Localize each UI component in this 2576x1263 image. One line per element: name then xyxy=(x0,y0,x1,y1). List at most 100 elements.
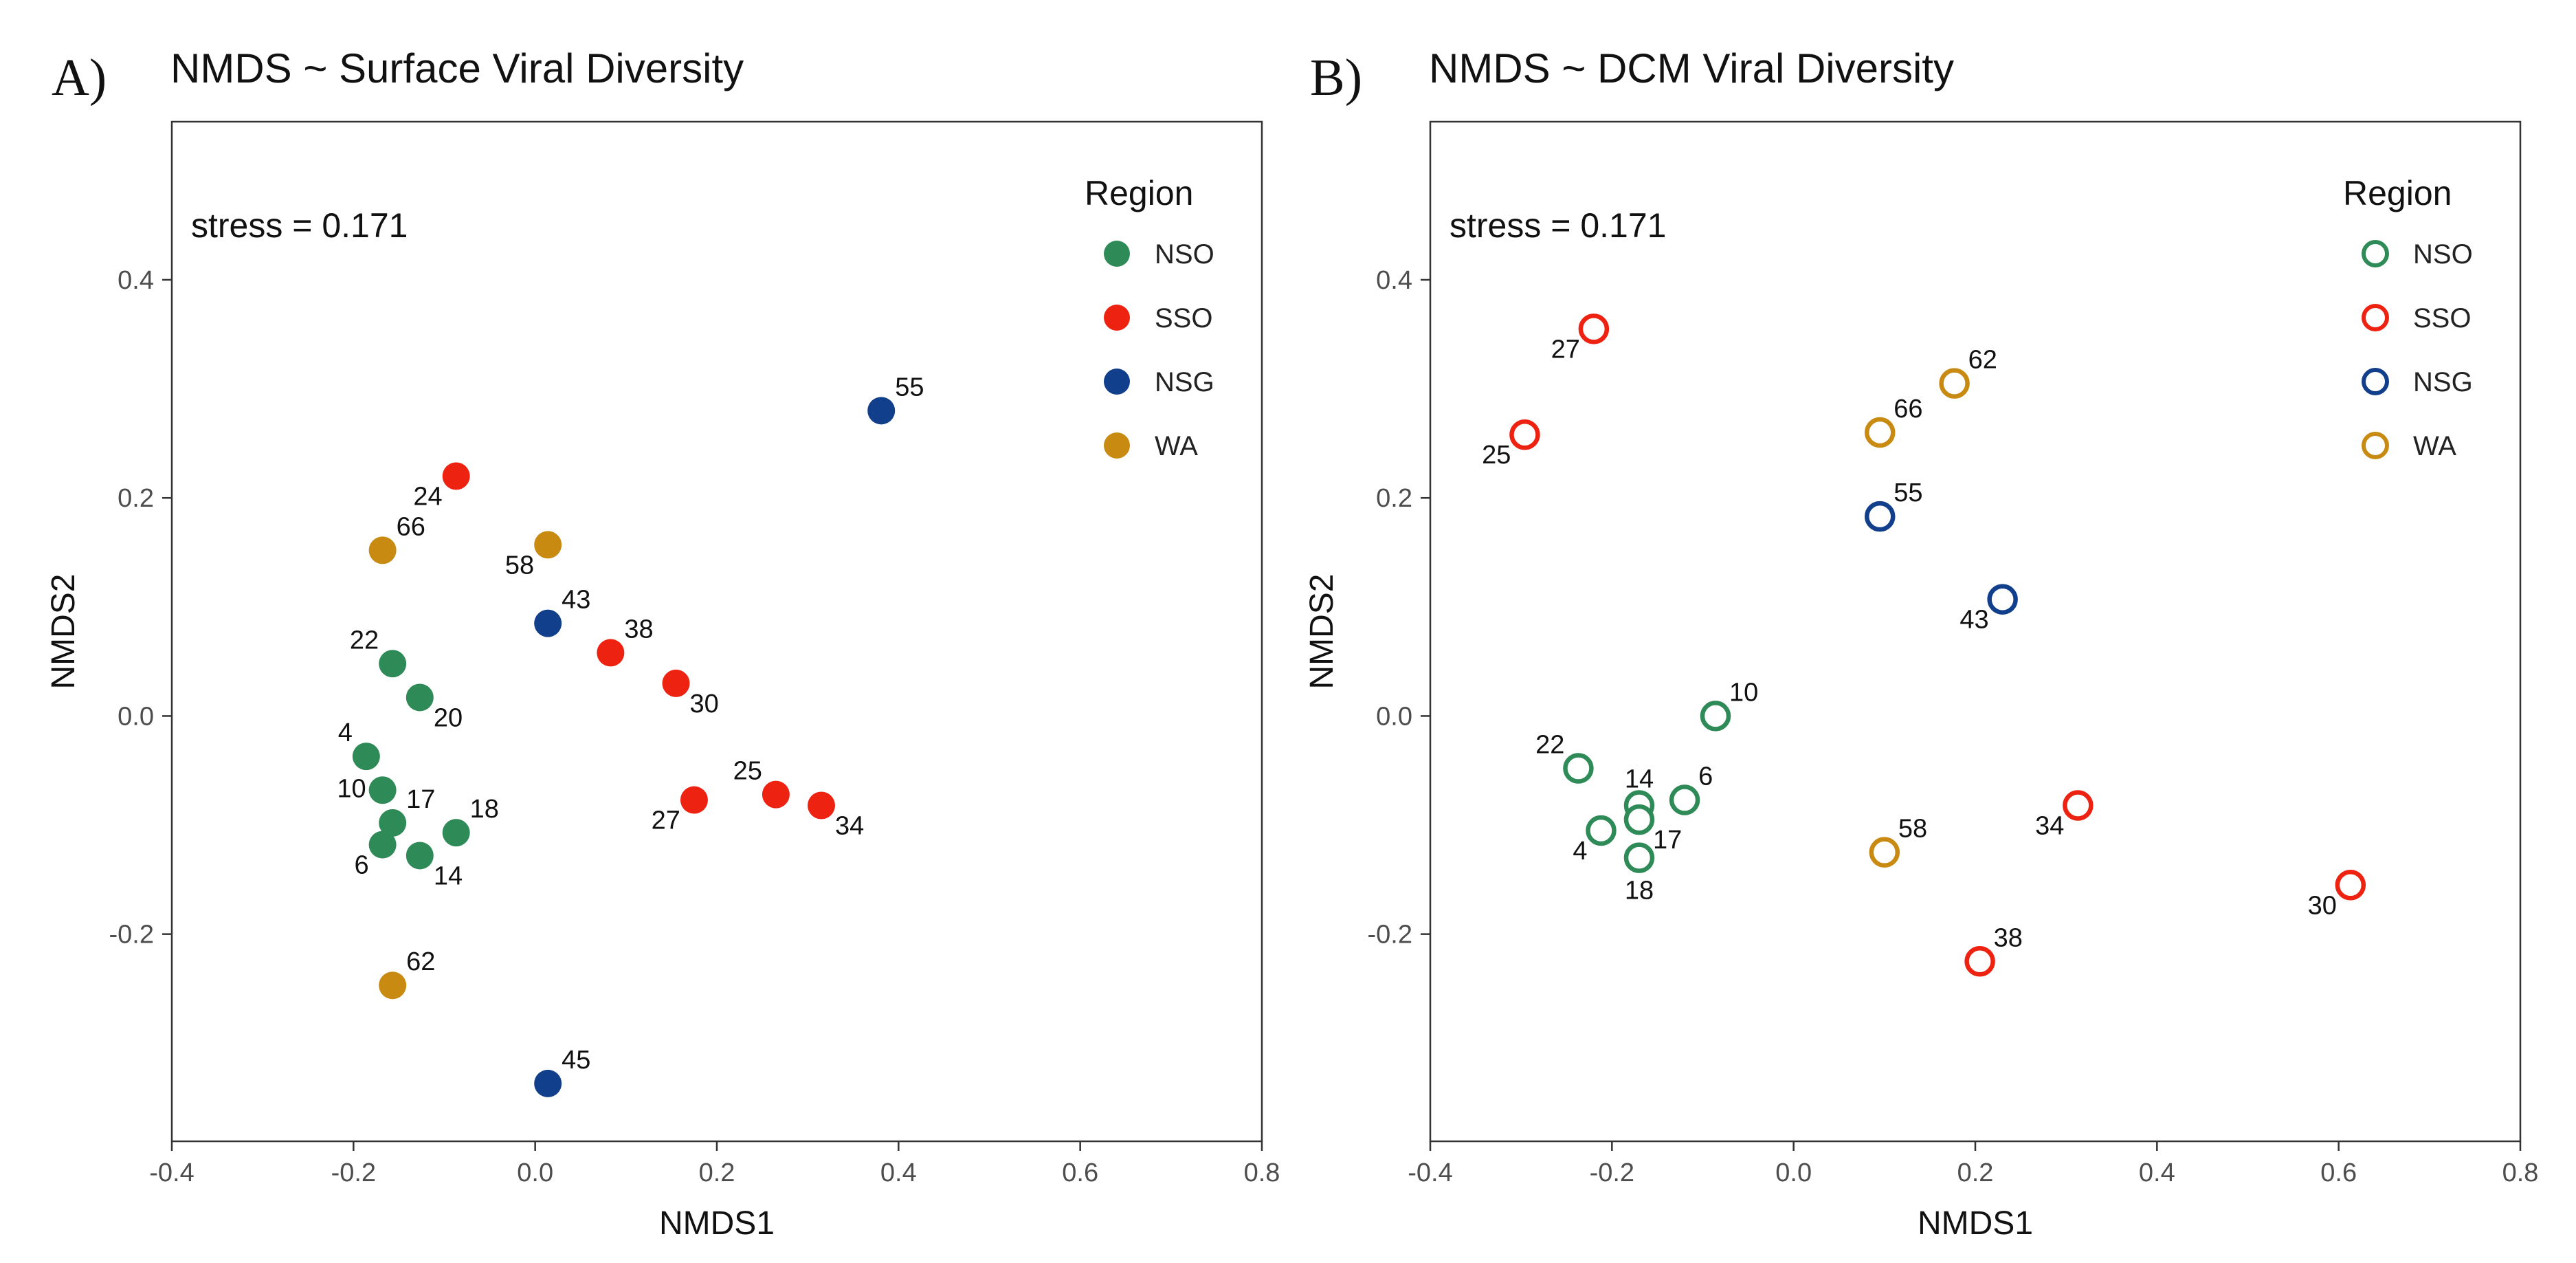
panel-letter: B) xyxy=(1310,49,1362,107)
data-label: 4 xyxy=(1573,837,1587,866)
legend-key-nsg xyxy=(2362,368,2389,395)
data-point xyxy=(597,639,625,667)
legend-label: WA xyxy=(2413,431,2456,461)
legend-label: SSO xyxy=(1155,303,1212,333)
legend-label: NSO xyxy=(2413,239,2473,270)
y-tick-label: 0.0 xyxy=(1376,702,1412,731)
x-tick-label: -0.2 xyxy=(331,1158,376,1187)
data-point xyxy=(442,819,470,847)
y-tick-label: 0.0 xyxy=(118,702,154,731)
series-nsg: 55 43 45 xyxy=(534,373,924,1097)
data-label: 34 xyxy=(835,811,864,840)
legend-label: NSG xyxy=(2413,367,2473,397)
data-point xyxy=(534,531,562,559)
data-label: 25 xyxy=(733,757,762,786)
data-label: 55 xyxy=(895,373,924,402)
data-label: 55 xyxy=(1894,479,1922,507)
data-point xyxy=(1586,815,1617,846)
legend-label: SSO xyxy=(2413,303,2471,333)
data-label: 6 xyxy=(354,851,368,880)
data-label: 22 xyxy=(350,626,379,655)
x-tick-label: 0.8 xyxy=(1244,1158,1280,1187)
data-label: 22 xyxy=(1535,731,1564,760)
data-label: 24 xyxy=(413,482,442,511)
data-point xyxy=(1623,842,1655,873)
data-point xyxy=(762,780,790,809)
data-label: 58 xyxy=(505,551,534,580)
panel-dcm: B) NMDS ~ DCM Viral Diversity -0.4 -0.2 0.0 0… xyxy=(1304,45,2538,1242)
data-label: 58 xyxy=(1898,815,1927,844)
y-tick-label: -0.2 xyxy=(109,921,154,949)
data-point xyxy=(1669,784,1700,815)
data-point xyxy=(368,776,397,804)
legend-key-wa xyxy=(1104,432,1130,459)
legend-title: Region xyxy=(1085,174,1193,212)
legend-key-nsg xyxy=(1104,369,1130,395)
legend-label: NSG xyxy=(1155,367,1214,397)
data-point xyxy=(406,683,434,712)
x-tick-label: 0.8 xyxy=(2502,1158,2539,1187)
series-sso: 24 38 30 27 25 34 xyxy=(413,462,864,840)
x-tick-label: 0.2 xyxy=(1957,1158,1994,1187)
legend-key-sso xyxy=(1104,305,1130,331)
x-tick-label: 0.0 xyxy=(1775,1158,1812,1187)
data-label: 6 xyxy=(1698,762,1713,791)
data-point xyxy=(368,536,397,564)
data-point xyxy=(1869,837,1900,868)
legend-key-nso xyxy=(1104,241,1130,267)
data-label: 34 xyxy=(2035,811,2064,840)
legend-key-nso xyxy=(2362,240,2389,267)
y-axis-label: NMDS2 xyxy=(1304,573,1340,689)
data-point xyxy=(1578,314,1610,344)
y-tick-label: 0.4 xyxy=(118,266,154,295)
data-label: 17 xyxy=(406,785,435,814)
data-point xyxy=(1700,701,1731,732)
data-label: 20 xyxy=(434,703,463,732)
stress-annotation: stress = 0.171 xyxy=(1450,206,1666,245)
data-point xyxy=(2063,790,2094,821)
data-label: 10 xyxy=(1729,678,1758,707)
data-label: 25 xyxy=(1482,441,1511,470)
data-label: 27 xyxy=(652,806,680,835)
x-axis-label: NMDS1 xyxy=(659,1205,775,1242)
y-tick-label: 0.2 xyxy=(118,484,154,513)
data-point xyxy=(1864,417,1896,448)
series-sso: 27 25 34 30 38 xyxy=(1482,314,2366,977)
data-label: 30 xyxy=(2308,891,2337,920)
data-label: 66 xyxy=(1894,395,1922,424)
data-point xyxy=(2335,870,2366,901)
data-point xyxy=(662,669,690,697)
data-point xyxy=(379,971,407,1000)
data-label: 18 xyxy=(1625,877,1654,905)
data-label: 62 xyxy=(406,947,435,976)
series-wa: 62 66 58 xyxy=(1864,346,1997,868)
legend-label: WA xyxy=(1155,431,1198,461)
data-point xyxy=(379,809,407,837)
data-point xyxy=(1623,804,1655,835)
data-label: 45 xyxy=(562,1046,590,1075)
data-label: 18 xyxy=(470,795,499,824)
data-point xyxy=(442,462,470,490)
data-point xyxy=(352,743,380,771)
legend-label: NSO xyxy=(1155,239,1214,270)
data-point xyxy=(368,831,397,859)
data-label: 38 xyxy=(624,615,653,644)
plot-frame xyxy=(170,120,1263,1143)
data-label: 10 xyxy=(337,774,366,803)
series-wa: 66 58 62 xyxy=(368,512,562,1000)
data-label: 38 xyxy=(1994,923,2023,952)
data-point xyxy=(1864,501,1896,532)
y-tick-label: -0.2 xyxy=(1368,921,1412,949)
x-tick-label: 0.0 xyxy=(517,1158,553,1187)
chart-title: NMDS ~ Surface Viral Diversity xyxy=(170,45,744,91)
x-tick-label: -0.4 xyxy=(149,1158,194,1187)
data-label: 43 xyxy=(562,586,590,615)
x-tick-label: 0.4 xyxy=(880,1158,917,1187)
panel-letter: A) xyxy=(52,49,107,107)
data-point xyxy=(406,842,434,870)
data-label: 4 xyxy=(338,718,353,747)
data-point xyxy=(1509,419,1540,450)
series-nsg: 55 43 xyxy=(1864,479,2018,635)
chart-title: NMDS ~ DCM Viral Diversity xyxy=(1429,45,1954,91)
panel-surface: A) NMDS ~ Surface Viral Diversity -0.4 -0.2… xyxy=(45,45,1280,1242)
